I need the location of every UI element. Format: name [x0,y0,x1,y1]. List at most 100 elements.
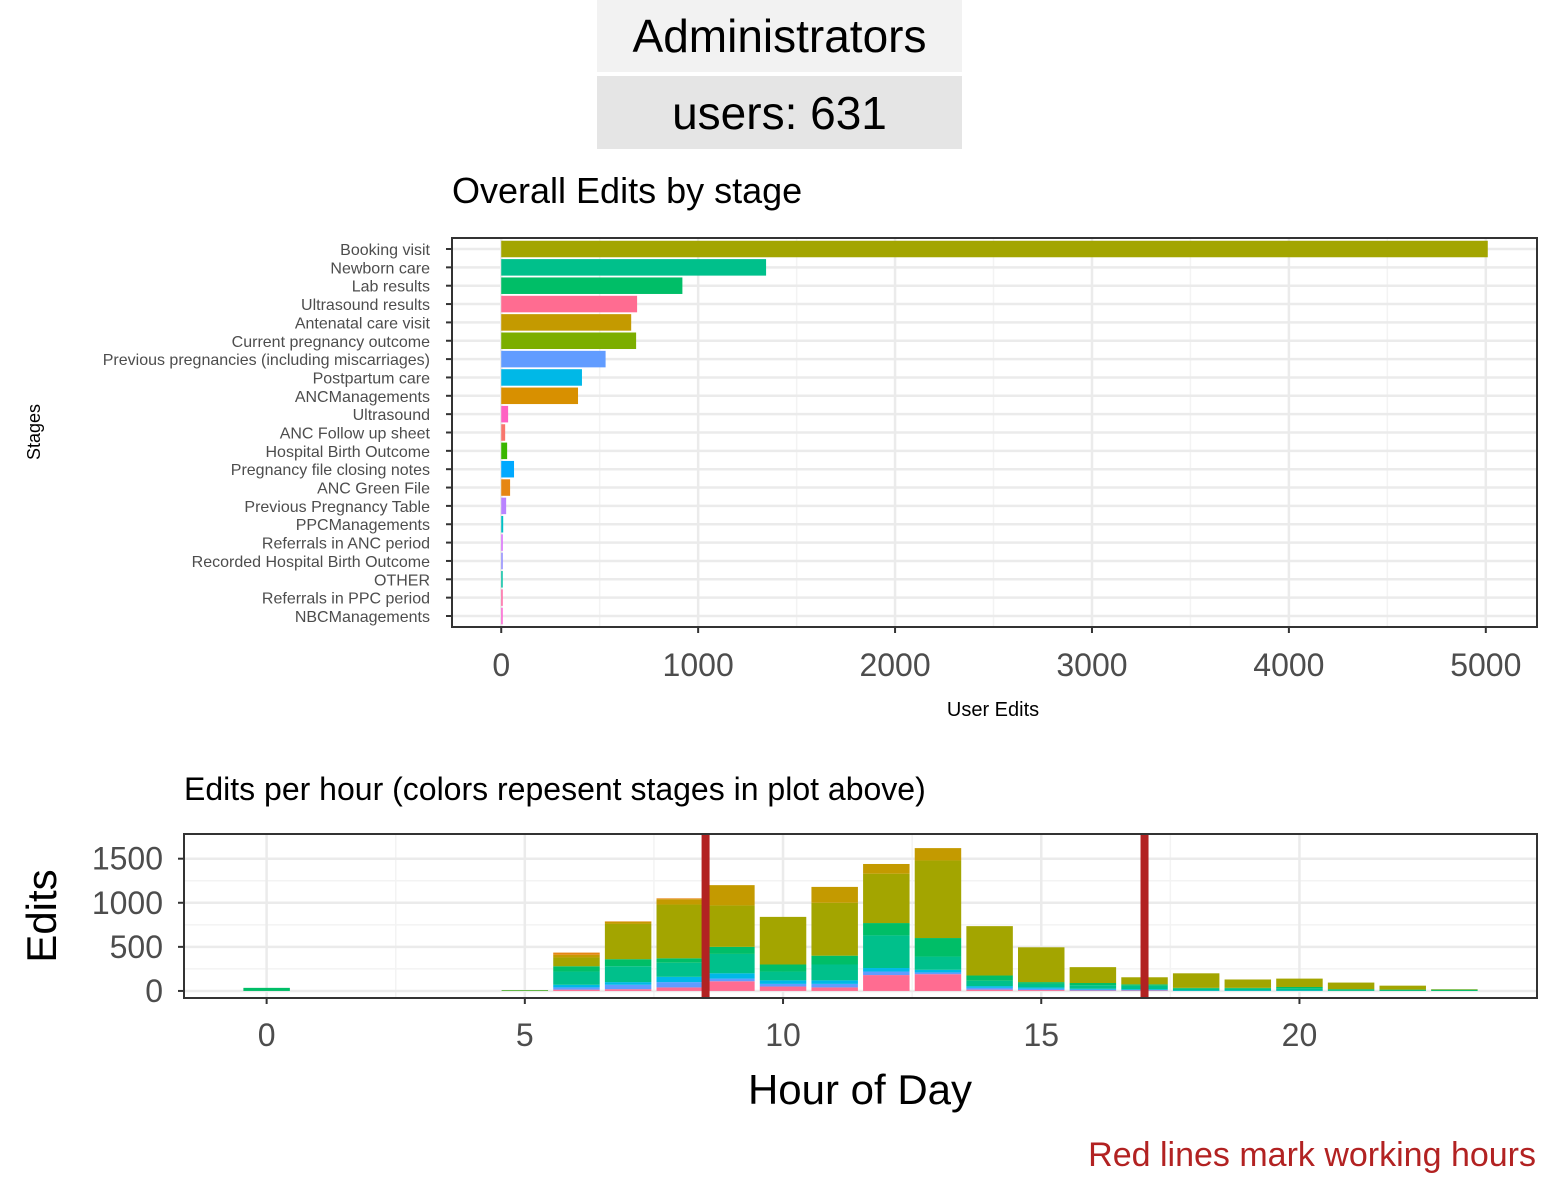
hour-bar-segment [553,952,600,955]
hour-bar-segment [1069,983,1117,986]
stage-bar [501,240,1488,258]
y-tick-label: Newborn care [330,260,430,277]
hour-bar-segment [553,954,600,958]
y-tick-label: ANCManagements [295,389,430,406]
stage-bar [501,369,582,386]
y-tick-label: Booking visit [340,242,430,259]
hour-bar-segment [1069,989,1117,991]
hour-bar-segment [1431,989,1478,991]
hour-bar-segment [604,989,652,991]
hour-bar-segment [708,973,755,979]
x-tick-label: 0 [258,1017,276,1053]
hour-bar-segment [243,987,290,991]
hour-bar-segment [708,885,755,906]
y-tick-label: NBCManagements [295,609,430,626]
stage-bar [501,460,515,478]
stage-bar [501,534,503,551]
hour-bar-segment [1276,988,1323,991]
hour-bar-segment [656,899,703,905]
hour-bar-segment [1018,988,1065,991]
hour-bar-segment [604,959,652,967]
hour-bar-segment [1224,979,1272,988]
stage-edits-chart: Overall Edits by stage Booking visitNewbo… [24,170,1538,721]
hour-bar-segment [759,980,807,984]
hour-bar-segment [1276,986,1323,989]
hour-bar-segment [914,956,962,970]
hour-bar-segment [914,848,962,861]
y-tick-label: Postpartum care [313,370,430,387]
hour-bar-segment [1018,990,1065,991]
hour-bar-segment [656,904,703,959]
hour-bar-segment [811,983,858,988]
hour-bar-segment [1172,973,1220,988]
hour-bar-segment [759,916,807,965]
hour-bar-segment [553,966,600,972]
x-tick-label: 20 [1282,1017,1318,1053]
stage-bar [501,277,683,294]
x-axis-label: Hour of Day [748,1066,972,1113]
hour-bar-segment [811,987,858,991]
y-axis-label: Edits [18,869,65,962]
x-tick-label: 10 [765,1017,801,1053]
hour-bar-segment [708,946,755,954]
x-tick-label: 0 [492,647,510,683]
stage-bar [501,552,503,570]
y-tick-label: Recorded Hospital Birth Outcome [192,554,430,571]
hour-bar-segment [811,955,858,965]
y-tick-label: ANC Green File [317,481,430,498]
hour-bar-segment [914,974,962,991]
y-tick-label: Lab results [352,279,430,296]
hour-bar-segment [966,989,1013,991]
hour-bar-segment [656,982,703,988]
hour-bar-segment [759,986,807,991]
hour-bar-segment [1379,989,1426,991]
hour-bar-segment [914,938,962,957]
x-tick-label: 1000 [663,647,734,683]
hour-bar-segment [863,968,910,972]
stage-bar [501,479,511,496]
stage-bar [501,259,767,276]
hour-bar-segment [1172,988,1220,991]
stage-bar [501,607,503,625]
x-tick-label: 5 [516,1017,534,1053]
stage-bar [501,295,638,313]
y-tick-label: Previous pregnancies (including miscarri… [103,352,430,369]
x-tick-label: 5000 [1450,647,1521,683]
hour-bar-segment [604,982,652,985]
hour-bar-segment [811,886,858,903]
panel-border [183,833,1538,999]
y-axis-label: Stages [24,404,44,460]
y-tick-label: 0 [145,973,163,1009]
hour-bar-segment [966,987,1013,990]
hour-bar-segment [914,860,962,939]
hour-bar-segment [1327,989,1375,991]
hour-bar-segment [863,873,910,924]
hour-bar-segment [1069,988,1117,990]
hour-bar-segment [1172,987,1220,989]
stage-bar [501,442,508,460]
stage-bar [501,405,509,423]
y-tick-label: OTHER [374,572,430,589]
working-hours-caption: Red lines mark working hours [1088,1136,1536,1174]
hour-bar-segment [811,902,858,956]
facet-title-strip: Administrators [597,0,962,72]
y-tick-label: Current pregnancy outcome [232,334,430,351]
hour-bar-segment [914,969,962,973]
hour-bar-segment [1379,985,1426,990]
hour-bar-segment [553,987,600,990]
hour-bar-segment [1069,985,1117,989]
users-count-label: users: 631 [672,86,887,139]
hour-bar-segment [656,958,703,963]
stage-bar [501,387,579,405]
hour-bar-segment [1018,987,1065,989]
y-tick-label: Antenatal care visit [295,315,431,332]
hour-bar-segment [863,975,910,991]
hour-bar-segment [1327,982,1375,990]
hour-bar-segment [1224,987,1272,989]
hour-bar-segment [1018,982,1065,984]
y-tick-label: Hospital Birth Outcome [265,444,430,461]
y-tick-label: Referrals in PPC period [262,591,430,608]
hour-bar-segment [863,935,910,969]
hour-bar-segment [811,964,858,981]
